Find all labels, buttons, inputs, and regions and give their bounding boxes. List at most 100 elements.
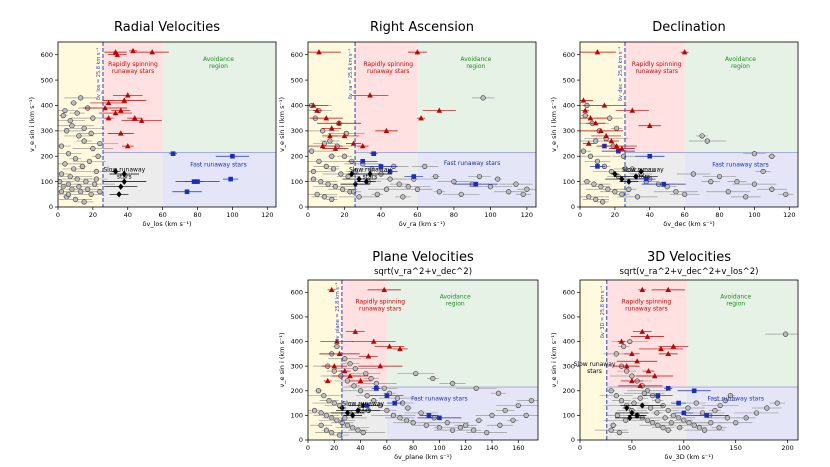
fast-point xyxy=(347,159,378,164)
slow-point xyxy=(109,191,129,198)
normal-marker xyxy=(344,422,351,428)
slow-label-line: Slow runaway xyxy=(622,166,664,173)
spinning-point xyxy=(630,333,665,339)
normal-point xyxy=(696,133,708,139)
normal-marker xyxy=(85,186,91,192)
normal-marker xyxy=(403,417,410,423)
normal-marker xyxy=(691,422,697,428)
normal-point xyxy=(308,191,338,197)
normal-marker xyxy=(497,422,503,428)
spinning-marker xyxy=(629,377,635,384)
normal-marker xyxy=(751,181,758,187)
fast-label: Fast runaway stars xyxy=(190,161,247,168)
normal-marker xyxy=(618,398,625,404)
slow-point xyxy=(104,183,138,190)
fast-marker xyxy=(195,179,200,184)
normal-marker xyxy=(593,196,599,202)
normal-marker xyxy=(476,173,483,180)
plot-area xyxy=(580,42,798,207)
normal-marker xyxy=(699,410,706,416)
normal-marker xyxy=(451,179,457,185)
spin-label: Rapidly spinning runaway stars xyxy=(108,61,158,75)
normal-marker xyxy=(436,425,443,431)
normal-point xyxy=(726,393,735,399)
spinning-point xyxy=(309,115,343,121)
spinning-marker xyxy=(117,107,124,113)
slow-marker xyxy=(363,178,369,185)
spinning-point xyxy=(636,373,674,379)
fast-marker xyxy=(426,413,432,418)
normal-point xyxy=(493,189,524,195)
normal-marker xyxy=(65,191,72,197)
spinning-marker xyxy=(665,350,672,357)
spinning-marker xyxy=(124,92,131,98)
normal-point xyxy=(318,417,356,423)
spinning-marker xyxy=(314,107,320,113)
normal-point xyxy=(425,420,470,426)
normal-point xyxy=(684,427,725,433)
slow-point xyxy=(342,175,376,183)
normal-point xyxy=(58,151,82,157)
fast-point xyxy=(404,174,424,179)
axes-frame xyxy=(579,279,799,441)
normal-marker xyxy=(319,128,326,134)
spinning-point xyxy=(107,51,127,57)
normal-marker xyxy=(631,400,637,406)
spinning-point xyxy=(127,115,143,121)
normal-point xyxy=(581,113,590,119)
normal-point xyxy=(369,398,378,404)
y-tick-label: 600 xyxy=(563,289,575,297)
fast-marker xyxy=(184,189,190,195)
normal-marker xyxy=(480,95,486,101)
x-tick-label: 120 xyxy=(261,211,273,219)
x-tick-label: 50 xyxy=(628,444,636,452)
normal-marker xyxy=(614,412,620,418)
spinning-point xyxy=(320,338,354,344)
normal-point xyxy=(308,128,340,134)
chart-dec: δv_dec = 25.8 km s⁻¹ Rapidly spinning runa… xyxy=(550,20,799,228)
fast-marker xyxy=(643,176,649,182)
normal-marker xyxy=(727,393,734,399)
fast-point xyxy=(417,415,462,421)
normal-point xyxy=(651,410,663,416)
normal-point xyxy=(439,380,466,386)
normal-point xyxy=(607,388,616,394)
fast-marker xyxy=(371,151,376,156)
normal-point xyxy=(72,146,114,152)
normal-marker xyxy=(594,158,601,164)
spin-region xyxy=(624,42,685,153)
normal-marker xyxy=(696,425,702,431)
spinning-marker xyxy=(670,343,677,349)
normal-point xyxy=(486,422,513,428)
normal-point xyxy=(612,398,631,404)
normal-marker xyxy=(608,427,614,433)
slow-marker xyxy=(624,404,630,412)
spinning-point xyxy=(321,363,348,369)
normal-marker xyxy=(605,186,611,192)
normal-point xyxy=(74,168,119,175)
normal-marker xyxy=(613,351,619,357)
x-tick-label: 100 xyxy=(678,444,690,452)
normal-marker xyxy=(351,383,357,389)
spinning-point xyxy=(617,338,626,344)
normal-marker xyxy=(383,186,390,192)
normal-marker xyxy=(368,375,374,382)
slow-marker xyxy=(627,414,633,422)
normal-marker xyxy=(405,405,411,411)
normal-marker xyxy=(355,427,361,433)
slow-point xyxy=(627,412,647,419)
slow-point xyxy=(622,404,631,412)
fast-marker xyxy=(360,159,366,164)
normal-point xyxy=(402,186,433,192)
x-tick-label: 60 xyxy=(413,211,421,219)
spinning-point xyxy=(98,110,133,116)
normal-point xyxy=(427,375,439,382)
normal-marker xyxy=(397,415,403,421)
slow-marker xyxy=(355,407,361,414)
spinning-point xyxy=(121,143,134,149)
normal-marker xyxy=(79,163,86,169)
normal-marker xyxy=(311,407,318,414)
fast-label-line: Fast runaway stars xyxy=(707,396,764,403)
fast-point xyxy=(364,164,398,169)
spinning-point xyxy=(651,286,685,293)
